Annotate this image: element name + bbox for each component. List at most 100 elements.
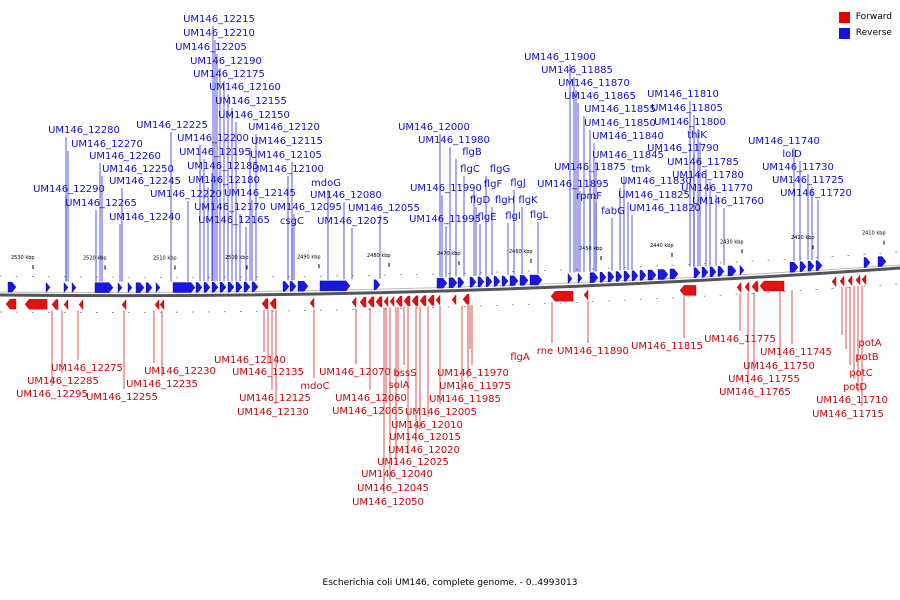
reverse-gene-arrow [501, 275, 509, 287]
tick-label: 2410 kbp [862, 231, 886, 237]
forward-gene-label: UM146_11975 [439, 381, 511, 392]
reverse-gene-arrow [657, 269, 669, 280]
reverse-gene-label: flgD [470, 195, 491, 206]
forward-gene-arrow [154, 299, 160, 311]
reverse-gene-label: UM146_12260 [89, 151, 161, 162]
forward-gene-arrow [51, 299, 59, 310]
reverse-gene-arrow [457, 277, 465, 288]
reverse-genes [7, 256, 887, 294]
reverse-gene-label: UM146_12165 [198, 215, 270, 226]
tick-label: 2450 kbp [579, 246, 603, 252]
reverse-gene-arrow [195, 282, 203, 293]
legend-reverse: Reverse [838, 25, 892, 41]
reverse-gene-arrow [709, 266, 717, 278]
reverse-gene-label: UM146_11895 [537, 179, 609, 190]
reverse-gene-arrow [203, 282, 211, 293]
reverse-gene-arrow [71, 281, 77, 294]
reverse-gene-label: UM146_12200 [177, 133, 249, 144]
reverse-gene-arrow [815, 260, 823, 271]
reverse-gene-label: UM146_12195 [179, 147, 251, 158]
reverse-gene-arrow [529, 274, 543, 286]
reverse-gene-arrow [631, 270, 639, 281]
reverse-labels: UM146_12215 UM146_12210 UM146_12205 UM146_1… [33, 14, 852, 227]
reverse-gene-label: UM146_11870 [558, 78, 630, 89]
reverse-gene-label: UM146_11995 [409, 214, 481, 225]
kbp-ticks: 2530 kbp 2520 kbp 2510 kbp 2500 kbp 2490 kbp… [11, 231, 886, 270]
reverse-gene-label: UM146_12075 [317, 216, 389, 227]
reverse-gene-arrow [117, 282, 123, 294]
tick-label: 2500 kbp [225, 255, 249, 261]
forward-gene-label: potB [855, 352, 878, 363]
reverse-gene-arrow [577, 272, 583, 284]
forward-gene-arrow [419, 295, 427, 306]
forward-gene-label: UM146_11710 [816, 395, 888, 406]
reverse-gene-arrow [282, 281, 290, 292]
reverse-gene-label: UM146_11820 [629, 203, 701, 214]
forward-gene-label: UM146_11890 [557, 346, 629, 357]
forward-gene-label: UM146_12065 [332, 406, 404, 417]
forward-gene-arrow [861, 274, 867, 286]
reverse-gene-label: UM146_11730 [762, 162, 834, 173]
forward-gene-label: UM146_11775 [704, 334, 776, 345]
reverse-gene-label: UM146_12180 [188, 175, 260, 186]
forward-gene-arrow [759, 280, 785, 292]
caption: Escherichia coli UM146, complete genome.… [322, 578, 578, 588]
forward-gene-label: UM146_11750 [743, 361, 815, 372]
forward-gene-arrow [736, 281, 742, 293]
reverse-gene-label: UM146_11850 [584, 118, 656, 129]
reverse-gene-arrow [647, 269, 657, 281]
forward-gene-arrow [855, 274, 861, 286]
reverse-gene-label: tmk [631, 164, 651, 175]
reverse-gene-arrow [701, 267, 709, 278]
forward-gene-arrow [389, 295, 395, 307]
legend-forward: Forward [838, 9, 892, 25]
forward-gene-label: UM146_12130 [237, 407, 309, 418]
forward-gene-label: UM146_11985 [429, 394, 501, 405]
tick-label: 2420 kbp [791, 235, 815, 241]
reverse-gene-arrow [373, 279, 381, 290]
reverse-gene-label: flgI [505, 211, 521, 222]
forward-gene-label: potD [843, 382, 867, 393]
reverse-gene-label: UM146_12150 [218, 110, 290, 121]
reverse-gene-arrow [172, 282, 196, 293]
reverse-gene-arrow [493, 276, 501, 287]
reverse-gene-label: UM146_12215 [183, 14, 255, 25]
reverse-gene-label: UM146_11830 [620, 176, 692, 187]
reverse-gene-label: UM146_12210 [183, 28, 255, 39]
forward-gene-label: flgA [510, 352, 530, 363]
forward-gene-arrow [78, 299, 84, 311]
tick-label: 2480 kbp [367, 253, 391, 259]
forward-gene-arrow [269, 298, 277, 309]
reverse-gene-arrow [319, 280, 351, 292]
forward-gene-label: potC [849, 368, 872, 379]
reverse-gene-label: UM146_11800 [654, 117, 726, 128]
reverse-gene-arrow [877, 256, 887, 267]
forward-swatch [838, 11, 850, 23]
forward-gene-arrow [309, 297, 315, 309]
tick-label: 2470 kbp [437, 251, 461, 257]
reverse-gene-arrow [485, 276, 493, 287]
forward-gene-label: UM146_12070 [319, 367, 391, 378]
reverse-gene-label: csgC [280, 216, 304, 227]
reverse-gene-label: UM146_11780 [672, 170, 744, 181]
reverse-gene-arrow [789, 262, 799, 273]
reverse-gene-label: thiK [687, 130, 707, 141]
forward-gene-label: UM146_12025 [377, 457, 449, 468]
reverse-gene-label: UM146_12170 [194, 202, 266, 213]
forward-gene-label: UM146_11755 [728, 374, 800, 385]
tick-label: 2510 kbp [153, 256, 177, 262]
forward-gene-arrow [435, 294, 441, 306]
forward-gene-label: UM146_12010 [391, 420, 463, 431]
reverse-gene-label: UM146_11825 [618, 190, 690, 201]
forward-gene-arrow [411, 295, 419, 307]
forward-gene-label: UM146_12135 [232, 367, 304, 378]
tick-label: 2430 kbp [720, 239, 744, 245]
reverse-gene-label: UM146_12205 [175, 42, 247, 53]
reverse-gene-arrow [509, 275, 519, 286]
forward-gene-arrow [403, 295, 411, 307]
forward-gene-arrow [351, 296, 357, 308]
reverse-gene-label: flgK [518, 195, 538, 206]
reverse-gene-arrow [94, 282, 114, 293]
reverse-gene-arrow [227, 281, 235, 293]
